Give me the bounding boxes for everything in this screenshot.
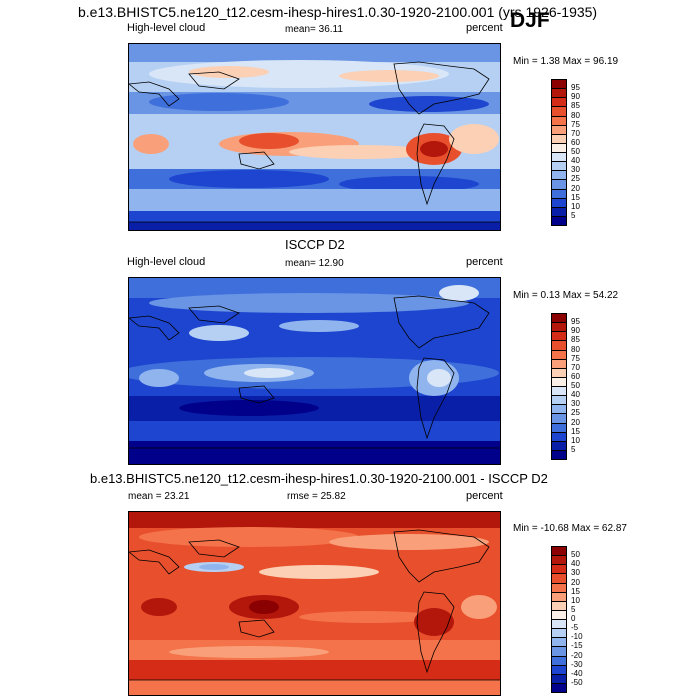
panel3-title: b.e13.BHISTC5.ne120_t12.cesm-ihesp-hires… xyxy=(90,471,548,486)
colorbar-level-label: 80 xyxy=(571,110,580,120)
colorbar-level-label: 20 xyxy=(571,183,580,193)
run-title: b.e13.BHISTC5.ne120_t12.cesm-ihesp-hires… xyxy=(78,4,598,20)
colorbar-level-label: 15 xyxy=(571,586,580,596)
colorbar-level-label: 85 xyxy=(571,335,580,345)
panel1-map xyxy=(128,43,501,231)
colorbar-level-label: 50 xyxy=(571,381,580,390)
colorbar-level-label: 80 xyxy=(571,344,580,354)
colorbar-level-label: 95 xyxy=(571,83,580,93)
colorbar-level-label: 70 xyxy=(571,362,580,372)
colorbar-level-label: 5 xyxy=(571,444,576,454)
colorbar-level-label: 95 xyxy=(571,317,580,327)
colorbar-level-label: 90 xyxy=(571,326,580,336)
panel2-units: percent xyxy=(466,256,503,268)
panel2-mean: mean= 12.90 xyxy=(285,258,344,269)
colorbar-level-label: 10 xyxy=(571,201,580,211)
panel1-minmax: Min = 1.38 Max = 96.19 xyxy=(513,56,619,67)
colorbar-level-label: 60 xyxy=(571,137,580,147)
colorbar-swatch xyxy=(551,215,567,226)
colorbar-level-label: 10 xyxy=(571,435,580,445)
panel1-left-label: High-level cloud xyxy=(127,22,206,34)
colorbar-level-label: -50 xyxy=(571,677,583,687)
colorbar-level-label: 20 xyxy=(571,417,580,427)
panel3-map-field xyxy=(129,512,500,695)
panel1-units: percent xyxy=(466,22,503,34)
colorbar-level-label: -10 xyxy=(571,632,583,642)
colorbar-level-label: 90 xyxy=(571,92,580,102)
colorbar-level-label: 40 xyxy=(571,390,580,400)
colorbar-level-label: 75 xyxy=(571,119,580,129)
panel2-minmax: Min = 0.13 Max = 54.22 xyxy=(513,290,619,301)
colorbar-level-label: 25 xyxy=(571,174,580,184)
colorbar-level-label: 15 xyxy=(571,192,580,202)
colorbar-level-label: -30 xyxy=(571,659,583,669)
season-label: DJF xyxy=(510,9,550,32)
colorbar-level-label: -5 xyxy=(571,623,579,633)
panel2-left-label: High-level cloud xyxy=(127,256,206,268)
panel3-rmse: rmse = 25.82 xyxy=(287,491,346,502)
panel3-map xyxy=(128,511,501,696)
panel3-units: percent xyxy=(466,490,503,502)
panel2-map xyxy=(128,277,501,465)
colorbar-swatch xyxy=(551,682,567,693)
colorbar-level-label: 70 xyxy=(571,128,580,138)
colorbar-level-label: 30 xyxy=(571,568,580,578)
colorbar-level-label: 0 xyxy=(571,614,576,623)
colorbar-level-label: 40 xyxy=(571,559,580,569)
colorbar-level-label: 40 xyxy=(571,156,580,166)
panel1-map-field xyxy=(129,44,500,230)
colorbar-level-label: 10 xyxy=(571,595,580,605)
colorbar-level-label: 5 xyxy=(571,604,576,614)
colorbar-swatch xyxy=(551,449,567,460)
colorbar-level-label: 85 xyxy=(571,101,580,111)
panel3-minmax: Min = -10.68 Max = 62.87 xyxy=(513,523,627,534)
colorbar-level-label: 30 xyxy=(571,399,580,409)
panel1-mean: mean= 36.11 xyxy=(285,24,343,35)
colorbar-level-label: -40 xyxy=(571,668,583,678)
panel3-mean: mean = 23.21 xyxy=(128,491,190,502)
colorbar-level-label: -20 xyxy=(571,650,583,660)
colorbar-level-label: 20 xyxy=(571,577,580,587)
colorbar-level-label: 30 xyxy=(571,165,580,175)
panel1-colorbar: 95 90 85 80 75 70 60 50 40 30 25 20 15 10 5 xyxy=(551,79,591,226)
panel2-map-field xyxy=(129,278,500,464)
panel2-title: ISCCP D2 xyxy=(285,237,345,252)
colorbar-level-label: 25 xyxy=(571,408,580,418)
panel2-colorbar: 95 90 85 80 75 70 60 50 40 30 25 20 15 10 5 xyxy=(551,313,591,460)
colorbar-level-label: 50 xyxy=(571,147,580,156)
colorbar-level-label: 75 xyxy=(571,353,580,363)
colorbar-level-label: 15 xyxy=(571,426,580,436)
panel3-colorbar: 50 40 30 20 15 10 5 0 -5 -10 -15 -20 -30 -40 -50 xyxy=(551,546,591,693)
colorbar-level-label: 60 xyxy=(571,371,580,381)
colorbar-level-label: 50 xyxy=(571,550,580,560)
colorbar-level-label: 5 xyxy=(571,210,576,220)
colorbar-level-label: -15 xyxy=(571,641,583,651)
